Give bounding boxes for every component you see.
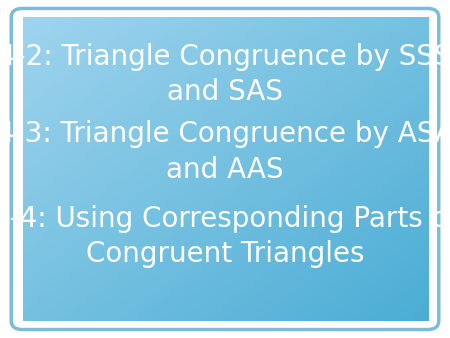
- Text: 4-3: Triangle Congruence by ASA
and AAS: 4-3: Triangle Congruence by ASA and AAS: [0, 120, 450, 184]
- Text: 4-4: Using Corresponding Parts of
Congruent Triangles: 4-4: Using Corresponding Parts of Congru…: [0, 205, 450, 268]
- Text: 4-2: Triangle Congruence by SSS
and SAS: 4-2: Triangle Congruence by SSS and SAS: [0, 43, 450, 106]
